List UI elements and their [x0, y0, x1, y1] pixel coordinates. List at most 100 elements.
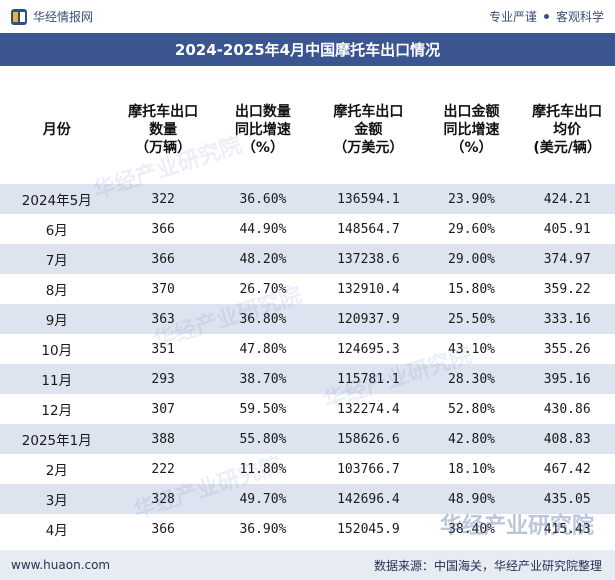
value-cell: 370 [113, 274, 213, 304]
value-cell: 467.42 [519, 454, 615, 484]
value-cell: 132274.4 [313, 394, 424, 424]
footer-url: www.huaon.com [11, 558, 111, 572]
value-cell: 15.80% [423, 274, 520, 304]
page-title: 2024-2025年4月中国摩托车出口情况 [0, 33, 615, 66]
value-cell: 293 [113, 364, 213, 394]
value-cell: 148564.7 [313, 214, 424, 244]
bullet-dot-icon [543, 14, 549, 19]
month-cell: 10月 [0, 334, 114, 364]
slogan-right: 客观科学 [555, 10, 604, 24]
value-cell: 328 [113, 484, 213, 514]
column-header: 出口数量 同比增速 （%） [234, 103, 291, 156]
table-row: 10月 351 47.80% 124695.3 43.10% 355.26 [0, 334, 615, 364]
value-cell: 363 [113, 304, 213, 334]
value-cell: 408.83 [519, 424, 615, 454]
value-cell: 49.70% [212, 484, 314, 514]
value-cell: 29.00% [423, 244, 520, 274]
value-cell: 28.30% [423, 364, 520, 394]
value-cell: 424.21 [519, 184, 615, 214]
value-cell: 42.80% [423, 424, 520, 454]
brand: 华经情报网 [11, 8, 93, 25]
value-cell: 351 [113, 334, 213, 364]
value-cell: 38.40% [423, 514, 520, 544]
value-cell: 395.16 [519, 364, 615, 394]
value-cell: 23.90% [423, 184, 520, 214]
footer: www.huaon.com 数据来源：中国海关，华经产业研究院整理 [0, 550, 615, 580]
table-row: 8月 370 26.70% 132910.4 15.80% 359.22 [0, 274, 615, 304]
table-row: 2024年5月 322 36.60% 136594.1 23.90% 424.21 [0, 184, 615, 214]
column-header: 摩托车出口 金额 （万美元） [333, 103, 404, 156]
month-cell: 9月 [0, 304, 114, 334]
value-cell: 430.86 [519, 394, 615, 424]
value-cell: 366 [113, 244, 213, 274]
value-cell: 142696.4 [313, 484, 424, 514]
slogan: 专业严谨 客观科学 [489, 8, 604, 25]
value-cell: 136594.1 [313, 184, 424, 214]
column-header: 出口金额 同比增速 （%） [443, 103, 500, 156]
month-cell: 6月 [0, 214, 114, 244]
value-cell: 333.16 [519, 304, 615, 334]
column-header: 摩托车出口 均价 (美元/辆） [532, 103, 603, 156]
value-cell: 307 [113, 394, 213, 424]
value-cell: 36.80% [212, 304, 314, 334]
value-cell: 374.97 [519, 244, 615, 274]
month-cell: 12月 [0, 394, 114, 424]
top-bar: 华经情报网 专业严谨 客观科学 [0, 0, 615, 33]
column-header: 摩托车出口 数量 （万辆） [128, 103, 199, 156]
value-cell: 366 [113, 214, 213, 244]
value-cell: 44.90% [212, 214, 314, 244]
value-cell: 36.60% [212, 184, 314, 214]
value-cell: 38.70% [212, 364, 314, 394]
month-cell: 2024年5月 [0, 184, 114, 214]
value-cell: 103766.7 [313, 454, 424, 484]
table-row: 12月 307 59.50% 132274.4 52.80% 430.86 [0, 394, 615, 424]
value-cell: 405.91 [519, 214, 615, 244]
value-cell: 435.05 [519, 484, 615, 514]
value-cell: 55.80% [212, 424, 314, 454]
value-cell: 115781.1 [313, 364, 424, 394]
table-row: 11月 293 38.70% 115781.1 28.30% 395.16 [0, 364, 615, 394]
value-cell: 222 [113, 454, 213, 484]
huajing-logo-icon [11, 8, 27, 25]
value-cell: 52.80% [423, 394, 520, 424]
month-cell: 7月 [0, 244, 114, 274]
value-cell: 48.20% [212, 244, 314, 274]
table-row: 7月 366 48.20% 137238.6 29.00% 374.97 [0, 244, 615, 274]
value-cell: 359.22 [519, 274, 615, 304]
value-cell: 124695.3 [313, 334, 424, 364]
table-body: 2024年5月 322 36.60% 136594.1 23.90% 424.21 6月 36… [0, 184, 615, 544]
month-cell: 2025年1月 [0, 424, 114, 454]
month-cell: 8月 [0, 274, 114, 304]
month-cell: 3月 [0, 484, 114, 514]
value-cell: 415.43 [519, 514, 615, 544]
value-cell: 132910.4 [313, 274, 424, 304]
value-cell: 43.10% [423, 334, 520, 364]
slogan-left: 专业严谨 [488, 10, 537, 24]
value-cell: 48.90% [423, 484, 520, 514]
value-cell: 120937.9 [313, 304, 424, 334]
table-row: 2025年1月 388 55.80% 158626.6 42.80% 408.83 [0, 424, 615, 454]
table-row: 9月 363 36.80% 120937.9 25.50% 333.16 [0, 304, 615, 334]
value-cell: 59.50% [212, 394, 314, 424]
value-cell: 322 [113, 184, 213, 214]
export-table: 月份 摩托车出口 数量 （万辆） 出口数量 同比增速 （%） 摩托车出口 金额 （万美元） 出口金额… [0, 75, 615, 544]
table-row: 3月 328 49.70% 142696.4 48.90% 435.05 [0, 484, 615, 514]
value-cell: 366 [113, 514, 213, 544]
table-row: 4月 366 36.90% 152045.9 38.40% 415.43 [0, 514, 615, 544]
month-cell: 2月 [0, 454, 114, 484]
month-cell: 4月 [0, 514, 114, 544]
value-cell: 26.70% [212, 274, 314, 304]
value-cell: 18.10% [423, 454, 520, 484]
value-cell: 137238.6 [313, 244, 424, 274]
value-cell: 355.26 [519, 334, 615, 364]
table-row: 2月 222 11.80% 103766.7 18.10% 467.42 [0, 454, 615, 484]
data-source: 数据来源：中国海关，华经产业研究院整理 [373, 558, 602, 573]
value-cell: 152045.9 [313, 514, 424, 544]
value-cell: 158626.6 [313, 424, 424, 454]
value-cell: 47.80% [212, 334, 314, 364]
value-cell: 25.50% [423, 304, 520, 334]
value-cell: 388 [113, 424, 213, 454]
value-cell: 29.60% [423, 214, 520, 244]
value-cell: 11.80% [212, 454, 314, 484]
month-cell: 11月 [0, 364, 114, 394]
